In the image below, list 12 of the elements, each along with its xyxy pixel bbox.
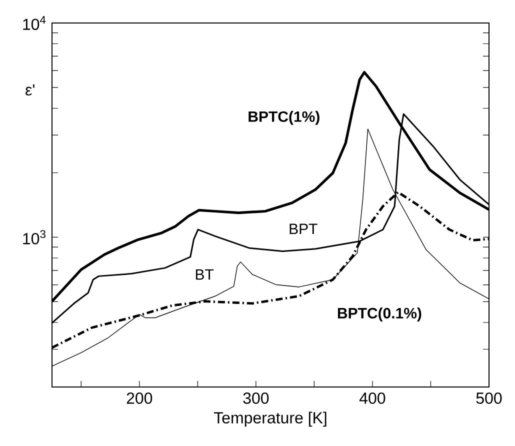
series-label: BPTC(1%)	[248, 110, 320, 125]
series-label: BT	[196, 269, 214, 280]
x-tick-label: 500	[476, 392, 502, 404]
series-label: BPTC(0.1%)	[338, 307, 422, 322]
y-axis-title: ε'	[26, 84, 34, 96]
y-tick-label: 10$^{3}$	[23, 230, 46, 244]
x-tick-label: 400	[360, 392, 386, 404]
y-tick-label: 10$^{4}$	[23, 16, 46, 30]
x-axis-title: Temperature [K]	[214, 412, 326, 427]
x-tick-label: 300	[243, 392, 269, 404]
x-tick-label: 200	[126, 392, 152, 404]
series-label: BPT	[290, 224, 318, 234]
